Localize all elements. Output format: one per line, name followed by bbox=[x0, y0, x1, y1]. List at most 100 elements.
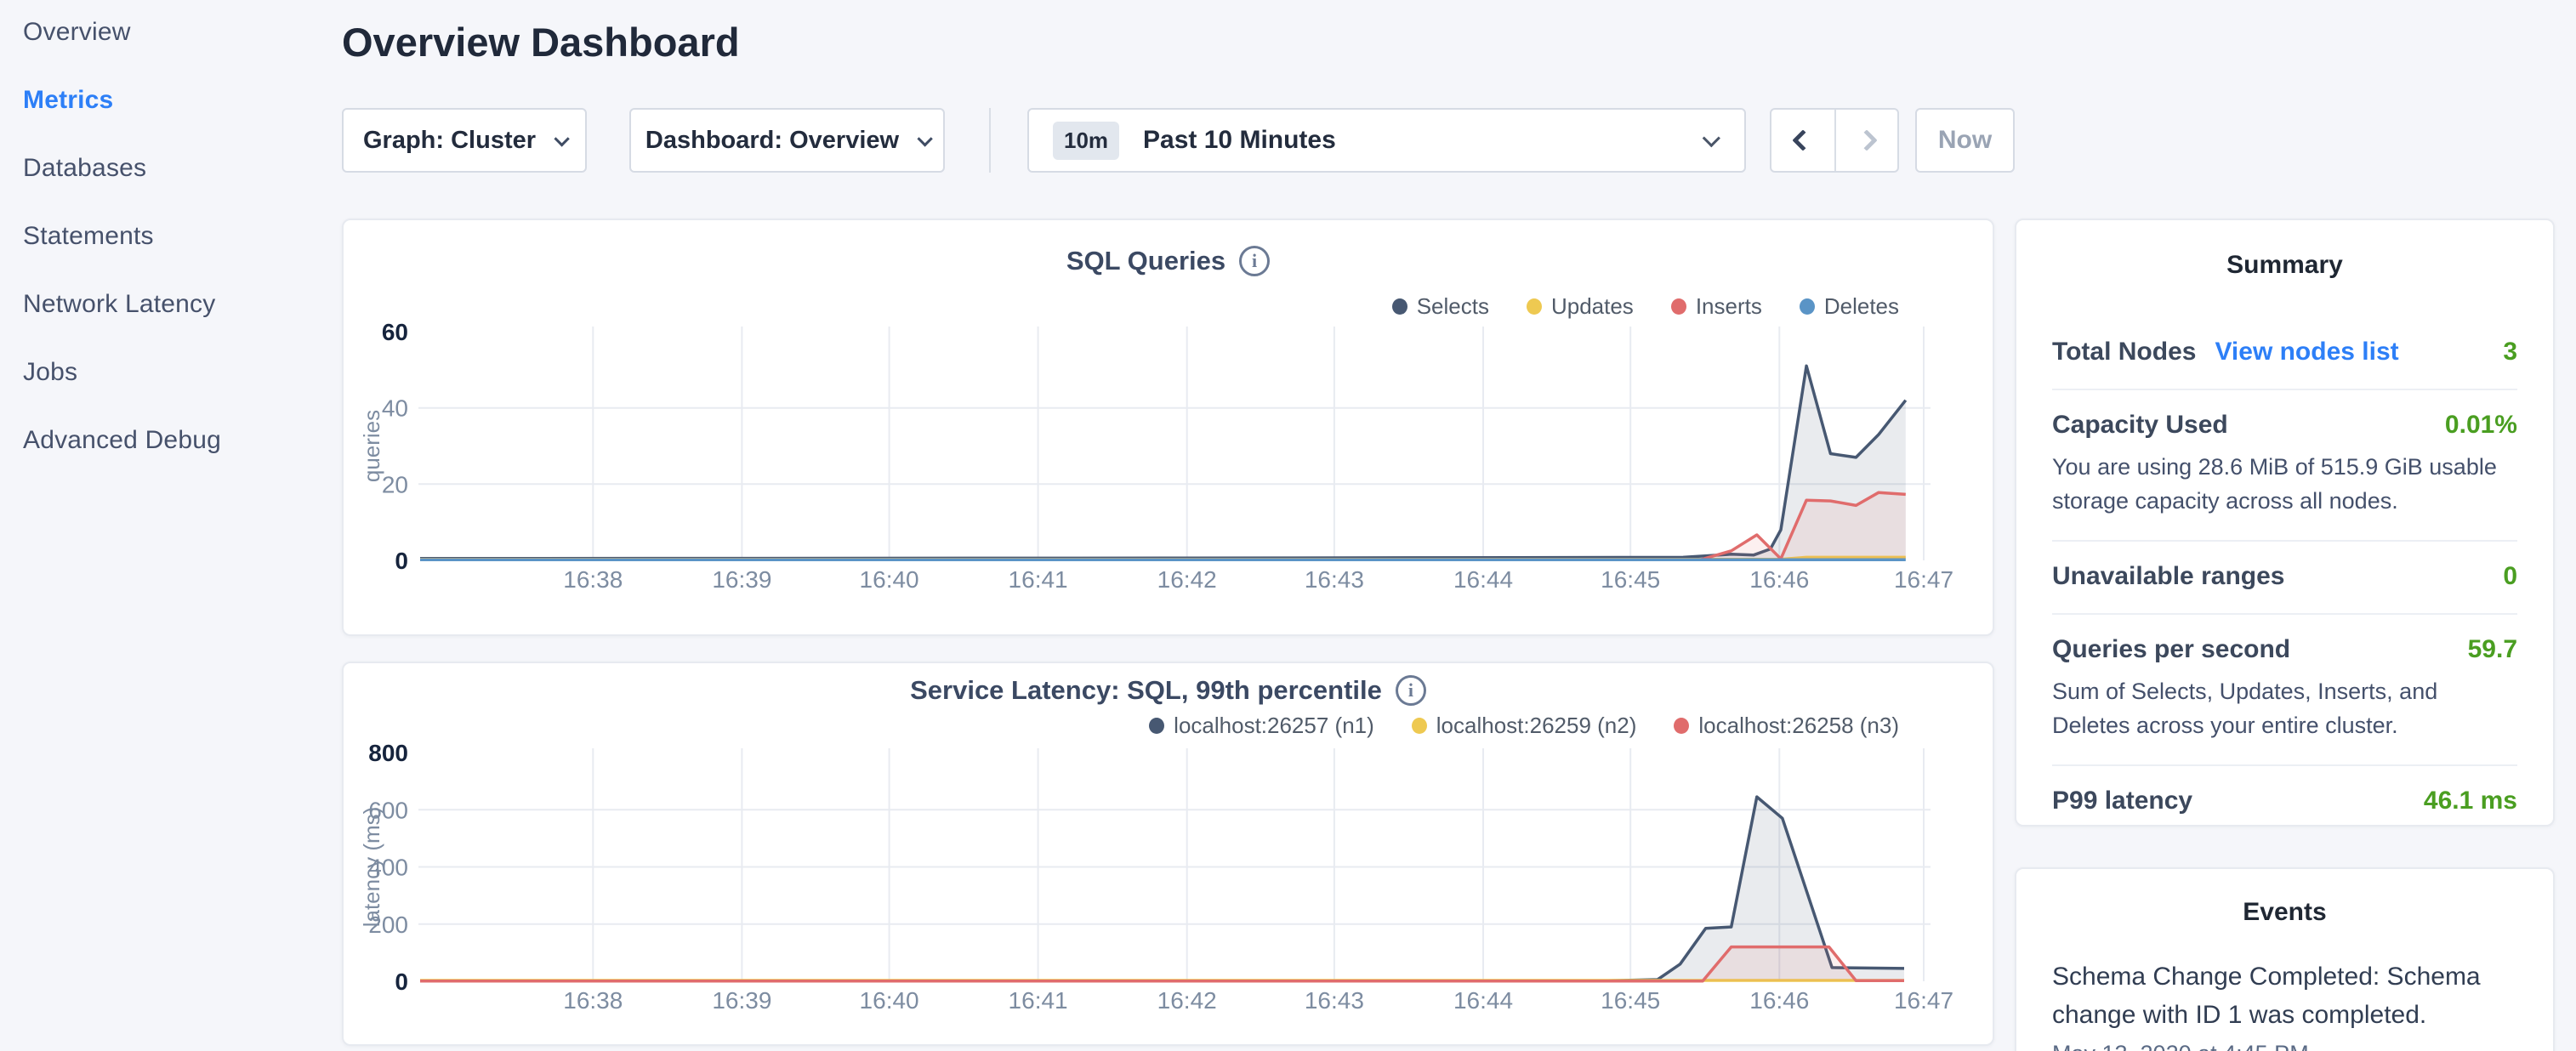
legend-dot-icon bbox=[1674, 718, 1690, 734]
graph-dropdown-label: Graph: Cluster bbox=[362, 126, 537, 154]
service-latency-chart: 16:38 16:39 16:40 16:41 16:42 16:43 16:44 16:45… bbox=[359, 740, 1953, 1014]
legend-label: localhost:26257 (n1) bbox=[1174, 713, 1374, 738]
y-axis-unit-label: latency (ms) bbox=[359, 807, 384, 928]
sidebar-item-network-latency[interactable]: Network Latency bbox=[23, 290, 216, 318]
legend-label: localhost:26259 (n2) bbox=[1436, 713, 1637, 738]
legend-item[interactable]: localhost:26258 (n3) bbox=[1674, 713, 1899, 739]
y-tick-label: 0 bbox=[395, 548, 408, 574]
chevron-down-icon bbox=[917, 130, 933, 147]
time-range-selector[interactable]: 10m Past 10 Minutes bbox=[1027, 108, 1746, 173]
sidebar-item-metrics[interactable]: Metrics bbox=[23, 86, 114, 114]
legend-dot-icon bbox=[1391, 298, 1407, 315]
sidebar-item-databases[interactable]: Databases bbox=[23, 154, 147, 182]
sidebar-item-jobs[interactable]: Jobs bbox=[23, 358, 78, 386]
x-tick-label: 16:42 bbox=[1157, 566, 1217, 593]
p99-latency-value: 46.1 ms bbox=[2423, 787, 2517, 815]
summary-row-capacity-used: Capacity Used 0.01% You are using 28.6 M… bbox=[2052, 390, 2517, 542]
x-tick-label: 16:45 bbox=[1601, 566, 1660, 593]
x-tick-label: 16:47 bbox=[1894, 987, 1953, 1014]
y-tick-label: 600 bbox=[368, 797, 408, 823]
legend-item[interactable]: Updates bbox=[1526, 293, 1634, 320]
sidebar-nav: Overview Metrics Databases Statements Ne… bbox=[23, 17, 312, 493]
series-line bbox=[420, 491, 1906, 561]
legend-item[interactable]: localhost:26259 (n2) bbox=[1411, 713, 1637, 739]
chevron-left-icon bbox=[1792, 129, 1814, 151]
event-text: Schema Change Completed: Schema change w… bbox=[2052, 963, 2481, 1029]
graph-dropdown[interactable]: Graph: Cluster bbox=[342, 108, 587, 173]
info-icon[interactable]: i bbox=[1239, 246, 1271, 276]
capacity-used-label: Capacity Used bbox=[2052, 411, 2228, 439]
x-tick-label: 16:40 bbox=[860, 987, 919, 1014]
legend-item[interactable]: Selects bbox=[1391, 293, 1489, 320]
legend-dot-icon bbox=[1799, 298, 1815, 315]
summary-row-queries-per-second: Queries per second 59.7 Sum of Selects, … bbox=[2052, 615, 2517, 766]
series-line bbox=[419, 364, 1908, 560]
service-latency-legend: localhost:26257 (n1) localhost:26259 (n2)… bbox=[1149, 713, 1899, 739]
x-tick-label: 16:39 bbox=[712, 566, 771, 593]
legend-item[interactable]: localhost:26257 (n1) bbox=[1149, 713, 1374, 739]
series-area bbox=[420, 492, 1906, 560]
sidebar-item-statements[interactable]: Statements bbox=[23, 222, 154, 250]
time-step-forward-button[interactable] bbox=[1834, 110, 1897, 171]
info-icon[interactable]: i bbox=[1395, 675, 1426, 706]
x-tick-label: 16:46 bbox=[1749, 987, 1809, 1014]
view-nodes-list-link[interactable]: View nodes list bbox=[2215, 338, 2399, 366]
legend-label: Updates bbox=[1550, 293, 1634, 319]
x-tick-label: 16:41 bbox=[1009, 987, 1068, 1014]
service-latency-title-row: Service Latency: SQL, 99th percentile i bbox=[344, 675, 1993, 706]
queries-per-second-value: 59.7 bbox=[2467, 635, 2517, 663]
x-tick-label: 16:47 bbox=[1894, 566, 1953, 593]
series-line bbox=[420, 945, 1904, 983]
x-tick-label: 16:44 bbox=[1453, 987, 1513, 1014]
now-button[interactable]: Now bbox=[1915, 108, 2015, 173]
x-tick-label: 16:46 bbox=[1749, 566, 1809, 593]
legend-dot-icon bbox=[1526, 298, 1542, 315]
unavailable-ranges-value: 0 bbox=[2503, 562, 2517, 590]
x-tick-label: 16:38 bbox=[563, 566, 623, 593]
chevron-down-icon bbox=[554, 130, 570, 147]
time-range-label: Past 10 Minutes bbox=[1143, 126, 1336, 154]
events-title: Events bbox=[2243, 898, 2327, 926]
dashboard-dropdown[interactable]: Dashboard: Overview bbox=[629, 108, 945, 173]
legend-label: Selects bbox=[1416, 293, 1489, 319]
y-axis-unit-label: queries bbox=[359, 410, 384, 482]
legend-dot-icon bbox=[1411, 718, 1427, 734]
queries-per-second-description: Sum of Selects, Updates, Inserts, and De… bbox=[2052, 679, 2438, 738]
x-tick-label: 16:43 bbox=[1305, 987, 1364, 1014]
x-tick-label: 16:44 bbox=[1453, 566, 1513, 593]
y-tick-label: 60 bbox=[382, 319, 408, 345]
capacity-used-value: 0.01% bbox=[2444, 411, 2517, 439]
time-step-arrows bbox=[1770, 108, 1899, 173]
x-tick-label: 16:42 bbox=[1157, 987, 1217, 1014]
legend-item[interactable]: Deletes bbox=[1799, 293, 1899, 320]
sidebar-item-overview[interactable]: Overview bbox=[23, 18, 131, 46]
page-title: Overview Dashboard bbox=[342, 20, 740, 65]
x-tick-label: 16:41 bbox=[1009, 566, 1068, 593]
x-tick-label: 16:45 bbox=[1601, 987, 1660, 1014]
service-latency-card: Service Latency: SQL, 99th percentile i … bbox=[342, 662, 1994, 1046]
legend-item[interactable]: Inserts bbox=[1670, 293, 1762, 320]
capacity-used-description: You are using 28.6 MiB of 515.9 GiB usab… bbox=[2052, 454, 2497, 514]
legend-label: Inserts bbox=[1695, 293, 1762, 319]
x-tick-label: 16:38 bbox=[563, 987, 623, 1014]
series-line bbox=[420, 795, 1905, 983]
event-list-item[interactable]: Schema Change Completed: Schema change w… bbox=[2052, 957, 2517, 1051]
queries-per-second-label: Queries per second bbox=[2052, 635, 2291, 663]
series-area bbox=[420, 366, 1906, 560]
x-tick-label: 16:39 bbox=[712, 987, 771, 1014]
summary-title: Summary bbox=[2226, 251, 2343, 279]
sidebar-item-advanced-debug[interactable]: Advanced Debug bbox=[23, 426, 221, 454]
time-step-back-button[interactable] bbox=[1771, 110, 1834, 171]
events-panel: Events Schema Change Completed: Schema c… bbox=[2015, 867, 2555, 1051]
y-tick-label: 800 bbox=[368, 740, 408, 766]
total-nodes-label: Total Nodes bbox=[2052, 338, 2197, 366]
chevron-down-icon bbox=[1702, 128, 1720, 147]
legend-dot-icon bbox=[1670, 298, 1686, 315]
y-tick-label: 0 bbox=[395, 969, 408, 995]
series-area bbox=[420, 797, 1904, 981]
total-nodes-value: 3 bbox=[2503, 338, 2517, 366]
sql-queries-title: SQL Queries bbox=[1066, 246, 1226, 276]
legend-label: localhost:26258 (n3) bbox=[1698, 713, 1899, 738]
chevron-right-icon bbox=[1856, 129, 1878, 151]
